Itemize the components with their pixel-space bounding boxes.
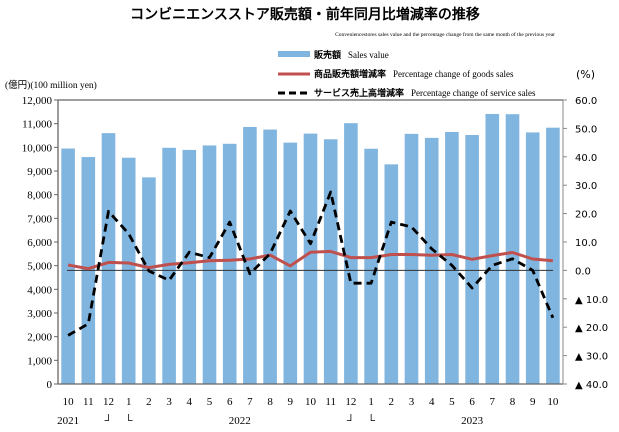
bar-14 bbox=[344, 123, 358, 385]
bar-22 bbox=[505, 114, 520, 384]
x-tick-label-7: 5 bbox=[207, 396, 213, 408]
right-tick-label-9: 50.0 bbox=[575, 124, 597, 135]
bar-18 bbox=[424, 137, 439, 384]
x-tick-label-2: 12 bbox=[103, 396, 114, 408]
left-tick-label-5: 5,000 bbox=[27, 261, 52, 273]
left-tick-label-10: 10,000 bbox=[22, 142, 53, 154]
legend-goods-jp: 商品販売額増減率 bbox=[314, 68, 386, 80]
bar-15 bbox=[364, 148, 378, 384]
year-label-6: 2023 bbox=[461, 415, 484, 427]
right-tick-label-6: 20.0 bbox=[575, 210, 597, 221]
left-tick-label-3: 3,000 bbox=[27, 308, 52, 320]
bars-layer bbox=[61, 113, 560, 385]
x-tick-label-20: 6 bbox=[469, 396, 475, 408]
right-tick-label-4: 0.0 bbox=[575, 266, 591, 277]
legend-swatch-sales bbox=[278, 51, 310, 57]
bar-4 bbox=[142, 177, 156, 384]
x-tick-label-16: 2 bbox=[389, 396, 395, 408]
legend-service-en: Percentage change of service sales bbox=[411, 88, 536, 98]
x-tick-label-9: 7 bbox=[247, 396, 253, 408]
left-axis-unit: (億円)(100 million yen) bbox=[5, 79, 97, 91]
left-tick-label-7: 7,000 bbox=[27, 213, 52, 225]
x-tick-label-11: 9 bbox=[288, 396, 294, 408]
bar-19 bbox=[445, 131, 459, 384]
left-tick-label-2: 2,000 bbox=[27, 332, 52, 344]
axes-layer bbox=[54, 99, 567, 385]
x-tick-label-19: 5 bbox=[449, 396, 455, 408]
bar-2 bbox=[101, 133, 116, 384]
bar-6 bbox=[182, 149, 197, 384]
legend-service-jp: サービス売上高増減率 bbox=[314, 87, 404, 99]
x-tick-label-21: 7 bbox=[490, 396, 496, 408]
year-label-4: ┘ bbox=[346, 413, 355, 427]
x-tick-label-24: 10 bbox=[547, 396, 559, 408]
bar-9 bbox=[243, 126, 257, 384]
x-tick-label-18: 4 bbox=[429, 396, 435, 408]
bar-8 bbox=[222, 143, 237, 384]
bar-12 bbox=[303, 133, 318, 384]
left-tick-label-1: 1,000 bbox=[27, 355, 52, 367]
left-tick-label-8: 8,000 bbox=[27, 190, 52, 202]
legend-label-service: サービス売上高増減率 Percentage change of service … bbox=[314, 83, 536, 100]
labels-layer: 0 1,000 2,000 3,000 4,000 5,000 6,000 7,000 8,00… bbox=[22, 95, 608, 427]
right-tick-label-1: ▲ 30.0 bbox=[575, 352, 608, 363]
left-tick-label-9: 9,000 bbox=[27, 166, 52, 178]
left-tick-label-0: 0 bbox=[47, 379, 53, 391]
year-label-2: └ bbox=[125, 413, 133, 427]
left-tick-label-11: 11,000 bbox=[22, 119, 52, 131]
x-tick-label-22: 8 bbox=[510, 396, 516, 408]
legend: 販売額 Sales value 商品販売額増減率 Percentage chan… bbox=[278, 45, 536, 100]
left-tick-label-6: 6,000 bbox=[27, 237, 52, 249]
bar-21 bbox=[485, 113, 500, 385]
year-label-5: └ bbox=[367, 413, 375, 427]
right-tick-label-5: 10.0 bbox=[575, 238, 597, 249]
right-tick-label-8: 40.0 bbox=[575, 153, 597, 164]
x-tick-label-15: 1 bbox=[368, 396, 374, 408]
chart-subtitle: Conveniencestores sales value and the pe… bbox=[335, 31, 555, 38]
bar-11 bbox=[283, 142, 298, 384]
x-tick-label-1: 11 bbox=[83, 396, 94, 408]
right-tick-label-2: ▲ 20.0 bbox=[575, 323, 608, 334]
bar-13 bbox=[323, 139, 338, 384]
left-tick-label-12: 12,000 bbox=[22, 95, 53, 107]
legend-goods-en: Percentage change of goods sales bbox=[393, 69, 514, 79]
x-tick-label-3: 1 bbox=[126, 396, 132, 408]
right-tick-label-7: 30.0 bbox=[575, 181, 597, 192]
goods-sales-line bbox=[67, 249, 554, 271]
chart-title: コンビニエンスストア販売額・前年同月比増減率の推移 bbox=[130, 6, 480, 23]
bar-17 bbox=[404, 133, 419, 384]
x-tick-label-6: 4 bbox=[187, 396, 193, 408]
right-axis-unit: (%) bbox=[576, 68, 595, 81]
right-tick-label-0: ▲ 40.0 bbox=[575, 380, 608, 391]
year-label-1: ┘ bbox=[104, 413, 113, 427]
x-tick-label-23: 9 bbox=[530, 396, 536, 408]
bar-7 bbox=[202, 145, 217, 384]
bar-16 bbox=[384, 164, 399, 384]
x-tick-label-13: 11 bbox=[325, 396, 336, 408]
x-tick-label-4: 2 bbox=[146, 396, 152, 408]
x-tick-label-17: 3 bbox=[409, 396, 415, 408]
year-label-0: 2021 bbox=[57, 415, 79, 427]
right-tick-label-3: ▲ 10.0 bbox=[575, 295, 608, 306]
bar-24 bbox=[546, 127, 560, 384]
x-tick-label-8: 6 bbox=[227, 396, 233, 408]
legend-sales-en: Sales value bbox=[348, 50, 389, 60]
legend-label-goods: 商品販売額増減率 Percentage change of goods sale… bbox=[314, 64, 514, 81]
left-tick-label-4: 4,000 bbox=[27, 284, 52, 296]
right-tick-label-10: 60.0 bbox=[575, 96, 597, 107]
lines-layer bbox=[67, 190, 555, 337]
x-tick-label-0: 10 bbox=[63, 396, 75, 408]
x-tick-label-14: 12 bbox=[345, 396, 356, 408]
x-tick-label-10: 8 bbox=[267, 396, 273, 408]
legend-sales-jp: 販売額 bbox=[314, 49, 341, 61]
legend-label-sales: 販売額 Sales value bbox=[314, 45, 389, 62]
x-tick-label-5: 3 bbox=[166, 396, 172, 408]
year-label-3: 2022 bbox=[229, 415, 251, 427]
x-tick-label-12: 10 bbox=[305, 396, 317, 408]
